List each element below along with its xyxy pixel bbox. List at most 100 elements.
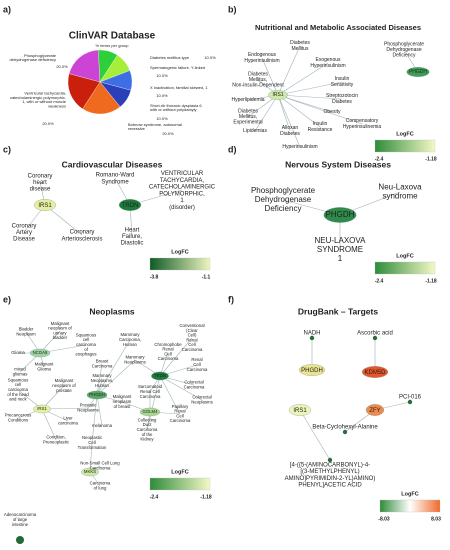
slice-label: Short-rib thoracic dysplasia 6 with or wi… — [150, 103, 202, 112]
label-line: Heart — [125, 227, 140, 233]
disease-label: Alloxan Diabetes — [280, 126, 300, 138]
slice-value-label: 20.0% — [56, 64, 68, 69]
label-line: Diabetes — [280, 131, 300, 137]
edge — [96, 394, 103, 427]
gene-label: PHGDH — [409, 69, 427, 75]
label-line: Compensatory — [346, 119, 379, 125]
label-line: Carcinoma — [158, 356, 179, 361]
gene-node — [361, 366, 389, 378]
disease-label: mixed gliomas — [13, 367, 28, 377]
label-line: Diastolic — [121, 240, 144, 246]
legend-title: LogFC — [401, 491, 418, 497]
gene-label: GOLM4 — [142, 409, 158, 414]
label-line: Squamous — [76, 333, 97, 338]
label-line: Non-Insulin-Dependent — [232, 83, 284, 89]
label-line: Diabetes mellitus type — [150, 55, 190, 60]
label-line: Colorectal — [192, 395, 211, 400]
label-line: of breast — [114, 404, 132, 409]
label-line: Prostatic — [80, 403, 98, 408]
label-line: Cell — [88, 440, 95, 445]
gene-label: ZFY — [369, 408, 380, 414]
label-line: of the head — [7, 392, 29, 397]
label-line: MKKS — [84, 469, 96, 474]
disease-label: Obesity — [324, 109, 341, 115]
label-line: PHGDH — [326, 210, 355, 219]
legend-gradient — [374, 261, 436, 275]
drug-node — [327, 457, 333, 463]
disease-label: Bladder Neoplasm — [16, 327, 36, 337]
label-line: mixed — [14, 367, 26, 372]
gene-node — [33, 199, 57, 211]
label-line: TRDN — [154, 373, 166, 378]
legend-max: -1.18 — [425, 156, 437, 162]
label-line: Malignant — [113, 394, 132, 399]
label-line: Insulin — [313, 122, 328, 128]
drug-node — [309, 335, 315, 341]
slice-value-label: 20.0% — [42, 121, 54, 126]
label-line: PHENYL]ACETIC ACID — [298, 482, 362, 488]
gene-node — [29, 348, 51, 358]
disease-label: Diabetes Mellitus, Non-Insulin-Dependent — [232, 72, 284, 89]
label-line: Liver — [63, 416, 73, 421]
edge — [96, 363, 103, 396]
gene-label: PHGDH — [89, 392, 105, 397]
disease-label: Condition, Preneoplastic — [43, 435, 70, 445]
label-line: IRS1 — [37, 406, 47, 411]
label-line: 1, with or without muscle — [22, 99, 67, 104]
slice-value-label: 10.0% — [156, 73, 168, 78]
legend-min: -2.4 — [150, 494, 159, 500]
label-line: Precancerous — [5, 413, 32, 418]
label-line: [4-({5-(AMINOCARBONYL)-4- — [290, 462, 370, 468]
label-line: 1 — [338, 254, 343, 263]
label-line: Failure, — [122, 234, 142, 240]
legend-title: LogFC — [171, 469, 188, 475]
panel-title: Cardiovascular Diseases — [62, 159, 163, 169]
label-line: Carcinoma — [90, 466, 111, 471]
label-line: (disorder) — [169, 204, 195, 210]
label-line: Hyperinsulinism — [310, 63, 345, 69]
edge — [41, 408, 57, 441]
legend-max: -1.18 — [425, 278, 437, 284]
disease-label: NEU-LAXOVA SYNDROME 1 — [315, 236, 367, 263]
panel-letter: d) — [228, 144, 237, 154]
label-line: Papillary — [172, 404, 189, 409]
drug-label: PCI-016 — [399, 394, 422, 400]
disease-label: Malignant Glioma — [35, 362, 54, 372]
label-line: Cell — [188, 342, 195, 347]
label-line: Sarcomatoid — [138, 384, 163, 389]
label-line: esophagus — [75, 352, 96, 357]
edge — [89, 442, 93, 473]
disease-label: Compensatory Hyperinsulinemia — [343, 119, 382, 131]
label-line: Neoplasm — [16, 332, 36, 337]
edge — [277, 62, 329, 96]
panel-letter: a) — [3, 4, 11, 14]
slice-label: Diabetes mellitus type — [150, 55, 190, 60]
label-line: of large — [13, 517, 28, 522]
label-line: Duct — [143, 422, 153, 427]
label-line: Syndrome — [101, 179, 129, 185]
disease-label: Squamous cell carcinoma of the head and neck — [7, 378, 29, 402]
label-line: Carcinoma — [90, 481, 111, 486]
disease-label: Liver carcinoma — [58, 416, 78, 426]
drug-node — [342, 429, 348, 435]
slice-value-label: 10.0% — [204, 55, 216, 60]
label-line: Deficiency — [265, 204, 302, 213]
label-line: Renal — [162, 347, 173, 352]
label-line: Streptozotocin — [326, 94, 358, 100]
gene-label: IRS1 — [37, 406, 47, 411]
label-line: of — [84, 347, 88, 352]
label-line: TACHYCARDIA, — [160, 177, 205, 183]
panel-title: Nervous System Diseases — [285, 159, 391, 169]
label-line: Deficiency — [392, 53, 416, 59]
label-line: Transformation — [78, 445, 107, 450]
label-line: Carcinoma — [182, 347, 203, 352]
edge — [277, 45, 301, 96]
edge — [91, 394, 98, 444]
disease-label: Non-Small Cell Lung Carcinoma — [80, 461, 120, 471]
disease-label: Coronary Artery Disease — [12, 223, 37, 242]
label-line: Bladder — [19, 327, 34, 332]
label-line: intestine — [12, 522, 29, 527]
gene-label: IRS1 — [293, 408, 307, 414]
disease-label: melanoma — [92, 423, 113, 428]
